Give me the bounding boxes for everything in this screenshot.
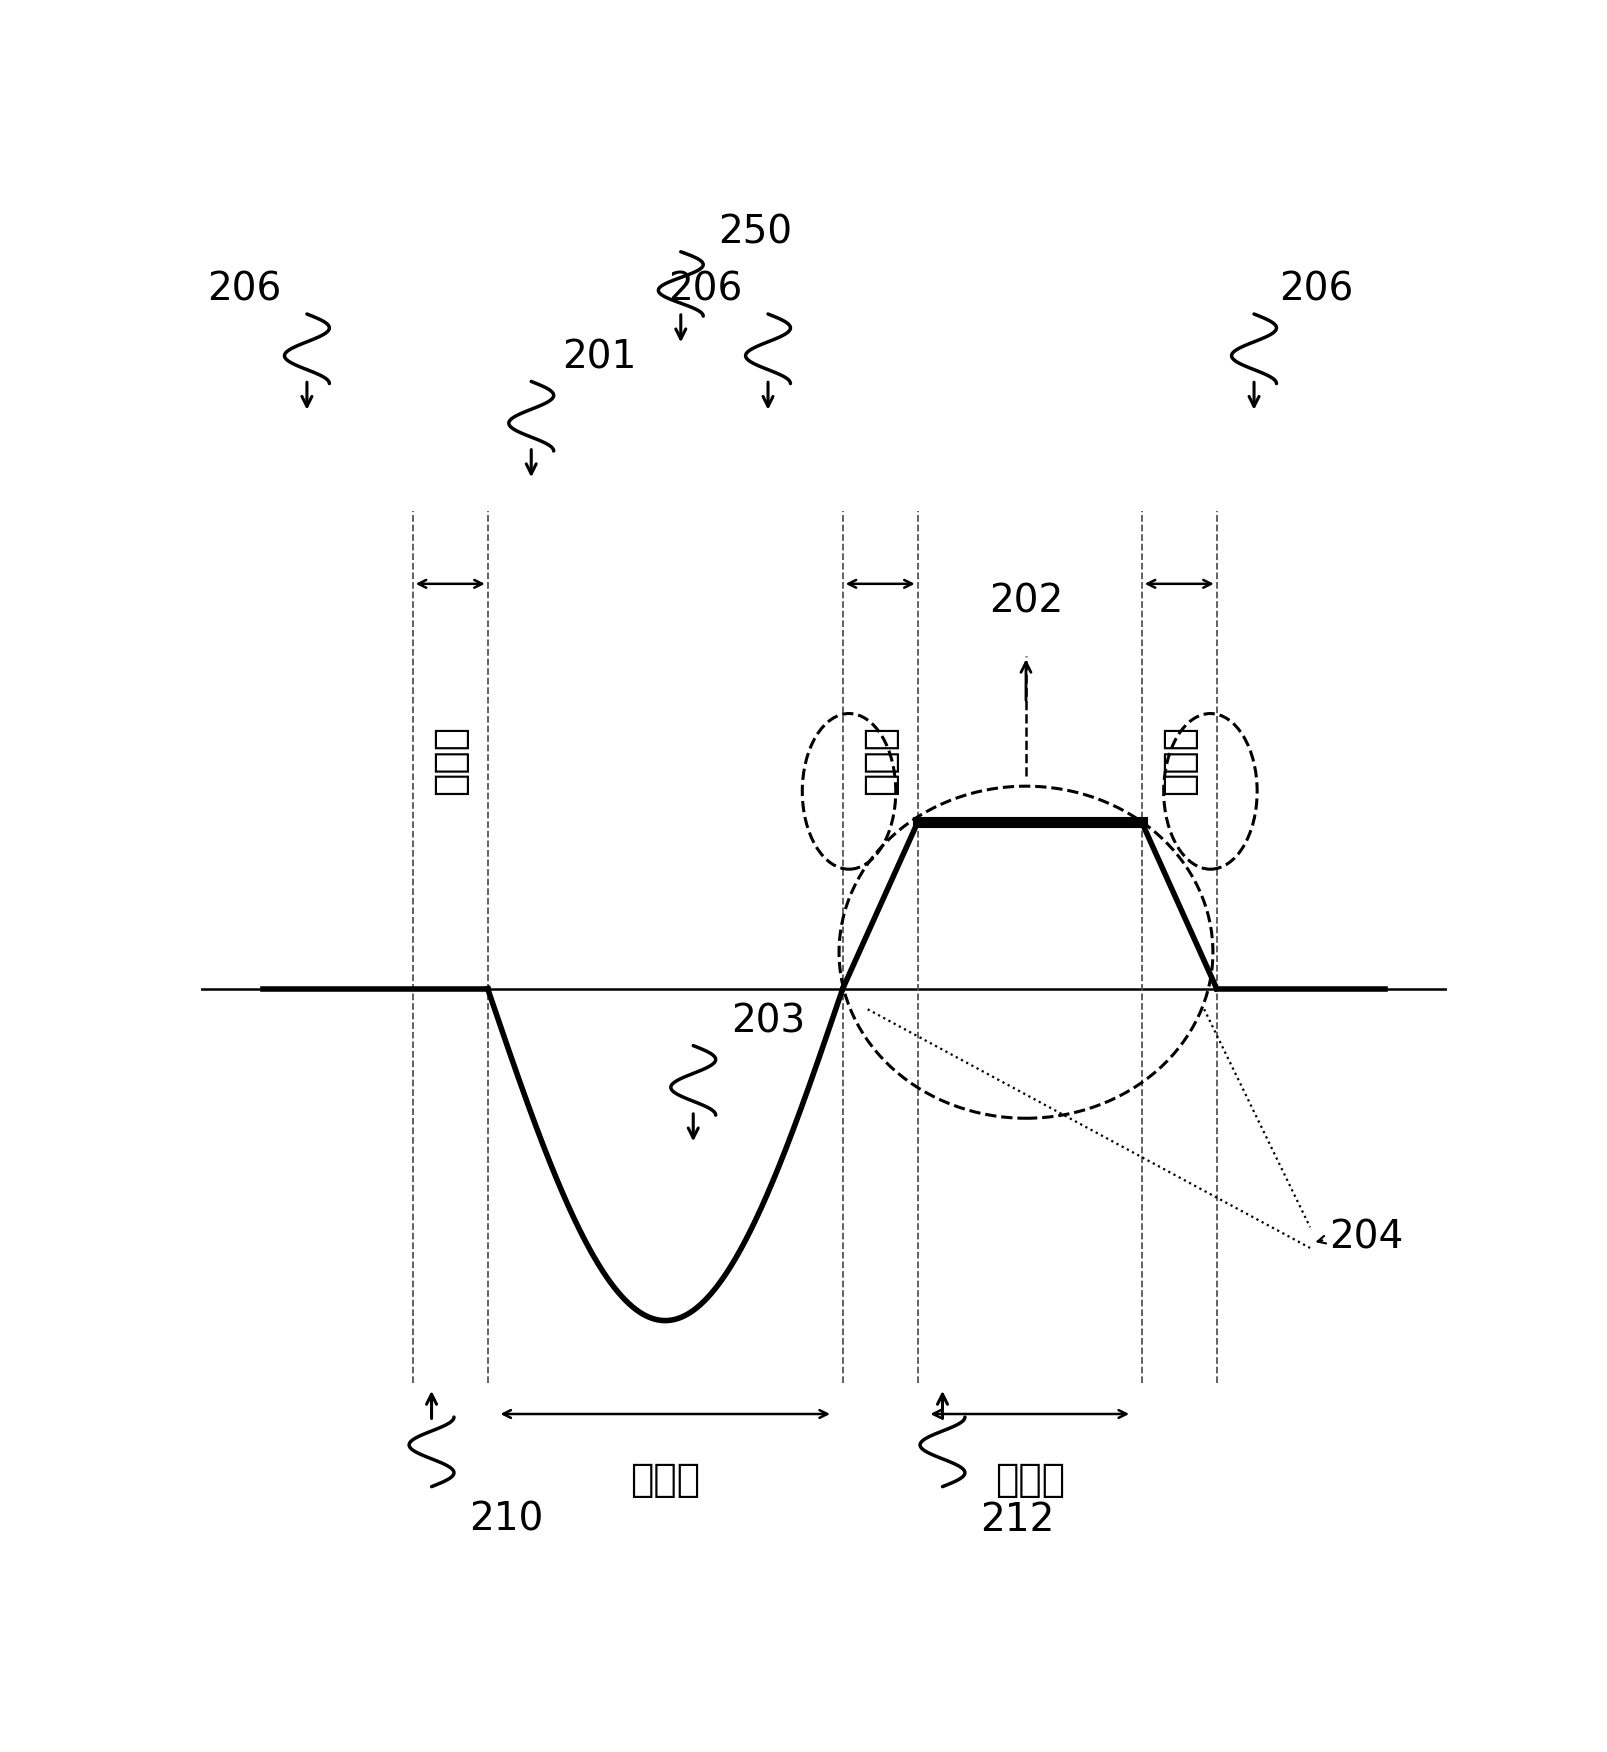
Text: 线性区: 线性区 <box>995 1461 1064 1498</box>
Text: 饱和区: 饱和区 <box>861 725 898 795</box>
Text: 210: 210 <box>469 1500 543 1538</box>
Text: 截止区: 截止区 <box>630 1461 699 1498</box>
Text: 202: 202 <box>988 582 1062 620</box>
Text: 201: 201 <box>562 338 636 377</box>
Text: 204: 204 <box>1327 1219 1403 1256</box>
Text: 203: 203 <box>731 1002 805 1041</box>
Text: 206: 206 <box>207 272 281 308</box>
Text: 206: 206 <box>669 272 742 308</box>
Text: 饱和区: 饱和区 <box>431 725 469 795</box>
Text: 250: 250 <box>718 214 792 252</box>
Text: 饱和区: 饱和区 <box>1160 725 1197 795</box>
Text: 212: 212 <box>979 1500 1054 1538</box>
Text: 206: 206 <box>1278 272 1353 308</box>
